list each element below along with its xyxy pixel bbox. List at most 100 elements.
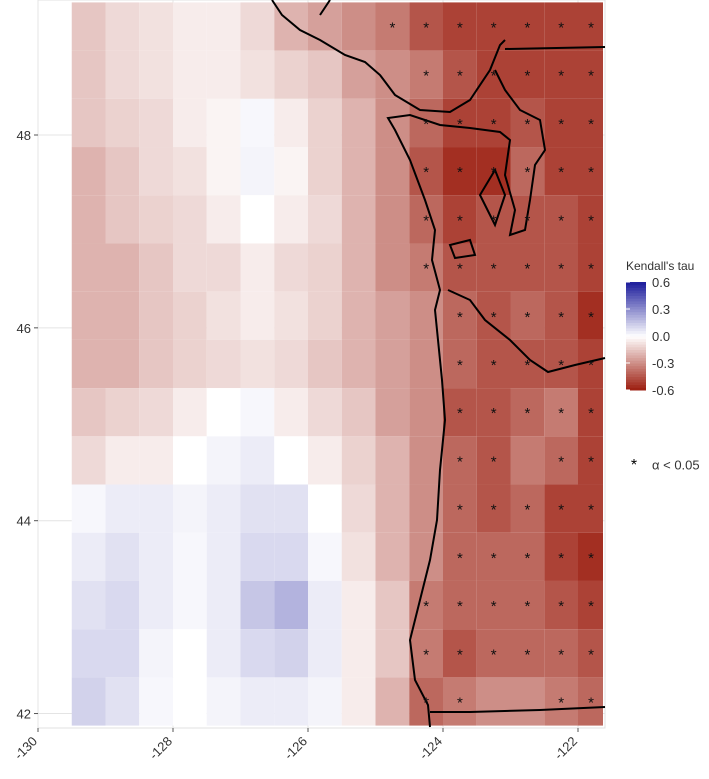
significance-marker: * (558, 116, 564, 133)
colorbar-step (626, 363, 646, 367)
colorbar-step (626, 354, 646, 359)
tau-cell (375, 388, 410, 437)
significance-marker: * (588, 694, 594, 711)
tau-cell (510, 580, 545, 630)
significance-marker: * (457, 357, 463, 374)
tau-cell (544, 339, 578, 389)
colorbar-step (626, 322, 646, 326)
x-tick-label: -128 (146, 734, 175, 763)
tau-cell (510, 629, 545, 678)
significance-marker: * (588, 164, 594, 181)
colorbar-step (626, 344, 646, 348)
tau-cell (139, 339, 173, 389)
tau-cell (105, 580, 140, 630)
significance-marker: * (558, 261, 564, 278)
significance-marker: * (524, 68, 530, 85)
significance-marker: * (588, 261, 594, 278)
tau-cell (274, 98, 308, 148)
significance-marker: * (524, 550, 530, 567)
tau-cell (443, 388, 477, 437)
tau-cell (341, 195, 376, 244)
tau-cell (476, 243, 511, 292)
colorbar-step (626, 300, 646, 305)
tau-cell (173, 677, 207, 726)
tau-cell (341, 484, 376, 533)
colorbar-step (626, 346, 646, 350)
tau-cell (139, 629, 173, 678)
tau-cell (375, 436, 410, 485)
colorbar-step (626, 373, 646, 377)
tau-cell (71, 580, 106, 630)
tau-cell (341, 436, 376, 485)
tau-cell (308, 195, 342, 244)
tau-cell (139, 291, 173, 340)
significance-marker: * (491, 116, 497, 133)
tau-cell (476, 677, 511, 726)
tau-cell (375, 195, 410, 244)
tau-cell (544, 629, 578, 678)
significance-marker: * (558, 453, 564, 470)
tau-cell (240, 388, 275, 437)
tau-cell (173, 484, 207, 533)
tau-cell (544, 291, 578, 340)
tau-cell (341, 532, 376, 581)
tau-cell (308, 291, 342, 340)
tau-cell (544, 147, 578, 196)
tau-cell (443, 580, 477, 630)
significance-marker: * (491, 261, 497, 278)
tau-cell (173, 195, 207, 244)
colorbar-step (626, 330, 646, 334)
significance-marker: * (524, 309, 530, 326)
tau-cell (341, 339, 376, 389)
tau-cell (375, 532, 410, 581)
tau-cell (476, 195, 511, 244)
significance-marker: * (491, 164, 497, 181)
tau-cell (139, 147, 173, 196)
tau-cell (240, 436, 275, 485)
colorbar-tick-label: 0.0 (652, 329, 670, 344)
colorbar-step (626, 303, 646, 307)
tau-cell (173, 580, 207, 630)
tau-cell (510, 436, 545, 485)
tau-cell (409, 629, 443, 678)
tau-cell (105, 195, 140, 244)
tau-cell (173, 147, 207, 196)
tau-cell (240, 50, 275, 99)
tau-cell (240, 195, 275, 244)
significance-marker: * (558, 550, 564, 567)
y-tick-label: 42 (17, 707, 31, 722)
tau-cell (139, 2, 173, 51)
significance-marker: * (389, 20, 395, 37)
colorbar-step (626, 292, 646, 296)
tau-cell (578, 677, 603, 726)
colorbar-step (626, 311, 646, 315)
tau-cell (510, 2, 545, 51)
tau-cell (71, 629, 106, 678)
colorbar-step (626, 314, 646, 318)
significance-marker: * (588, 405, 594, 422)
tau-cell (341, 291, 376, 340)
tau-cell (240, 291, 275, 340)
tau-cell (443, 677, 477, 726)
significance-marker: * (423, 164, 429, 181)
tau-cell (274, 339, 308, 389)
colorbar-tick-label: -0.6 (652, 383, 674, 398)
significance-marker: * (558, 646, 564, 663)
tau-cell (105, 50, 140, 99)
tau-cell (578, 291, 603, 340)
tau-cell (308, 339, 342, 389)
tau-cell (71, 147, 106, 196)
tau-cell (308, 98, 342, 148)
significance-marker: * (423, 68, 429, 85)
tau-cell (206, 2, 241, 51)
significance-marker: * (558, 598, 564, 615)
tau-cell (544, 388, 578, 437)
tau-cell (71, 677, 106, 726)
tau-cell (206, 147, 241, 196)
tau-cell (274, 484, 308, 533)
tau-cell (544, 195, 578, 244)
tau-cell (173, 2, 207, 51)
tau-cell (240, 580, 275, 630)
tau-cell (375, 484, 410, 533)
colorbar-step (626, 379, 646, 383)
